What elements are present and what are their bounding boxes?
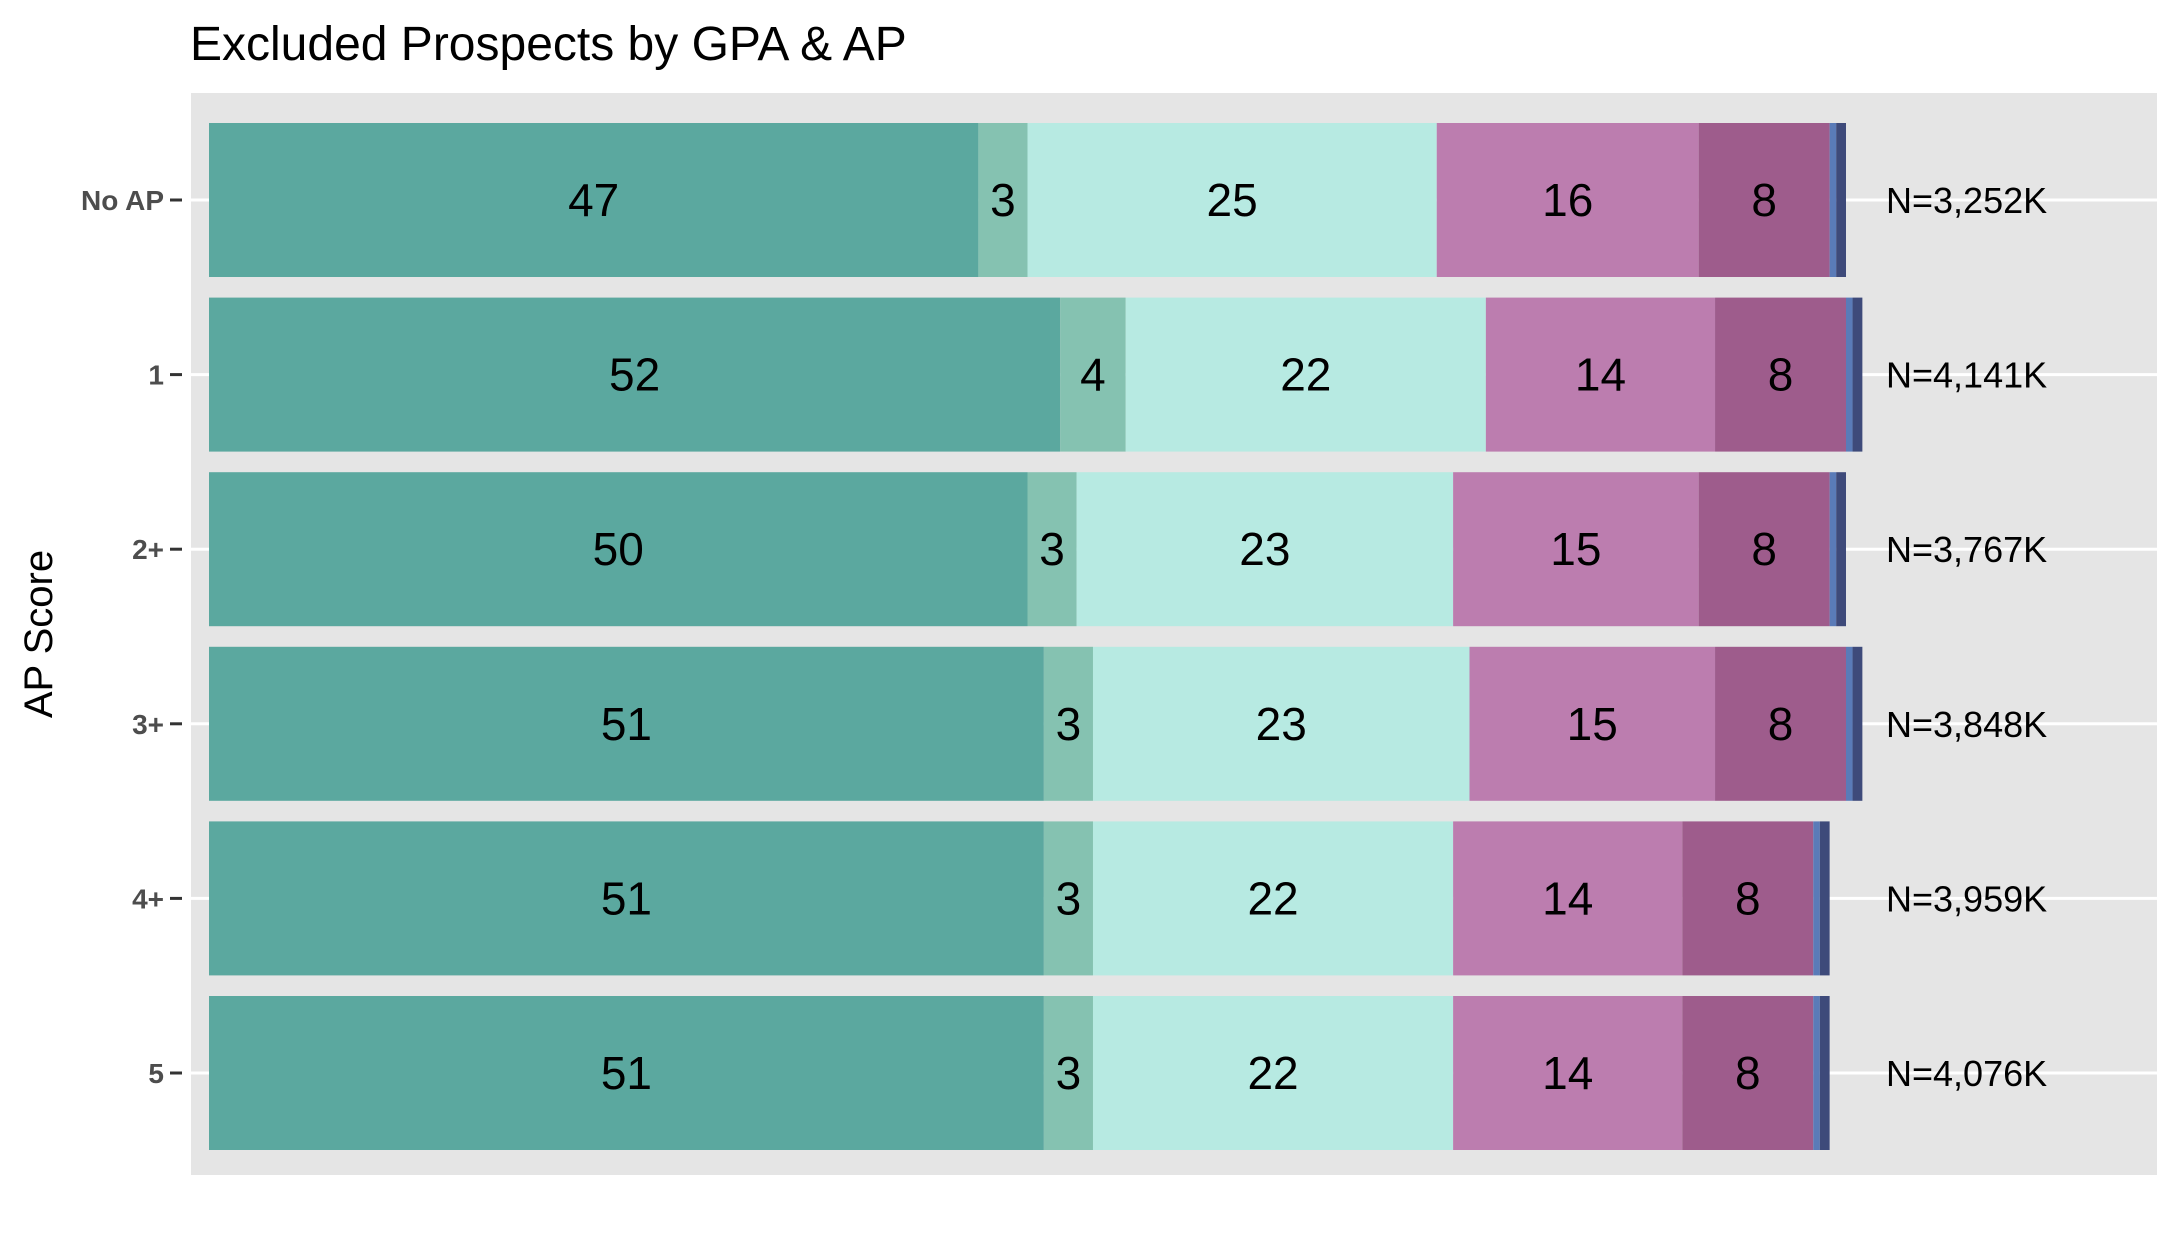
bar-segment: [1436, 123, 1699, 277]
y-tick-label: 5: [148, 1058, 164, 1089]
bar-segment: [1092, 646, 1470, 801]
segment-value-label: 16: [1542, 174, 1593, 226]
segment-value-label: 8: [1735, 1047, 1761, 1099]
segment-labels: 47 3 25 16 8 52 4 22 14 8 50 3 23 15 8 51 3 23 15 8 51 3 22 14 8…: [568, 174, 1793, 1099]
bar-segment: [209, 472, 1028, 627]
segment-value-label: 15: [1567, 698, 1618, 750]
segment-value-label: 8: [1768, 698, 1794, 750]
bar-segment: [1698, 123, 1830, 277]
bar-segment: [209, 646, 1044, 801]
segment-value-label: 8: [1751, 174, 1777, 226]
segment-value-label: 50: [593, 523, 644, 575]
y-axis: No AP 1 2+ 3+ 4+ 5: [81, 185, 182, 1089]
segment-value-label: 51: [601, 698, 652, 750]
segment-value-label: 8: [1751, 523, 1777, 575]
bar-segment: [1092, 821, 1454, 976]
bar-segment: [1819, 996, 1830, 1150]
bar-segment: [1715, 646, 1846, 801]
segment-value-label: 22: [1280, 349, 1331, 401]
bar-segment: [209, 123, 979, 277]
bar-segment: [1682, 821, 1814, 976]
bar-segment: [1829, 123, 1837, 277]
bar-segment: [1846, 646, 1853, 801]
bar-segment: [1453, 472, 1699, 627]
segment-value-label: 3: [1056, 1047, 1082, 1099]
bar-segment: [1698, 472, 1830, 627]
bar-segment: [1043, 821, 1093, 976]
bar-segment: [978, 123, 1028, 277]
segment-value-label: 14: [1542, 872, 1593, 924]
bar-segment: [1852, 646, 1863, 801]
segment-value-label: 8: [1735, 872, 1761, 924]
bar-segment: [1846, 297, 1853, 452]
segment-value-label: 22: [1247, 872, 1298, 924]
bar-segment: [1125, 297, 1486, 452]
n-label: N=4,076K: [1886, 1053, 2047, 1094]
segment-value-label: 22: [1247, 1047, 1298, 1099]
bar-segment: [1485, 297, 1716, 452]
bar-segment: [1043, 996, 1093, 1150]
y-tick-label: 3+: [132, 709, 164, 740]
bar-segment: [1076, 472, 1454, 627]
n-label: N=3,848K: [1886, 704, 2047, 745]
bar-segment: [1027, 123, 1437, 277]
bar-segment: [1852, 297, 1863, 452]
segment-value-label: 14: [1575, 349, 1626, 401]
bar-segment: [209, 996, 1044, 1150]
segment-value-label: 3: [1039, 523, 1065, 575]
n-label: N=4,141K: [1886, 355, 2047, 396]
n-label: N=3,767K: [1886, 529, 2047, 570]
n-labels: N=3,252K N=4,141K N=3,767K N=3,848K N=3,959K…: [1886, 180, 2047, 1094]
segment-value-label: 3: [1056, 698, 1082, 750]
n-label: N=3,252K: [1886, 180, 2047, 221]
segment-value-label: 25: [1207, 174, 1258, 226]
segment-value-label: 23: [1256, 698, 1307, 750]
bar-segment: [209, 297, 1061, 452]
y-tick-label: 1: [148, 360, 164, 391]
bars: [209, 123, 1863, 1150]
bar-segment: [1469, 646, 1716, 801]
bar-segment: [1043, 646, 1093, 801]
segment-value-label: 4: [1080, 349, 1106, 401]
n-label: N=3,959K: [1886, 878, 2047, 919]
bar-segment: [1453, 821, 1683, 976]
y-axis-label: AP Score: [17, 550, 61, 718]
bar-segment: [1682, 996, 1814, 1150]
bar-segment: [1829, 472, 1837, 627]
y-tick-label: No AP: [81, 185, 164, 216]
bar-segment: [1836, 472, 1846, 627]
chart-title: Excluded Prospects by GPA & AP: [190, 18, 907, 71]
bar-segment: [1092, 996, 1454, 1150]
segment-value-label: 15: [1550, 523, 1601, 575]
bar-segment: [1819, 821, 1830, 976]
bar-segment: [1453, 996, 1683, 1150]
bar-segment: [1813, 996, 1820, 1150]
y-tick-label: 2+: [132, 534, 164, 565]
bar-segment: [209, 821, 1044, 976]
segment-value-label: 52: [609, 349, 660, 401]
segment-value-label: 51: [601, 1047, 652, 1099]
y-tick-label: 4+: [132, 883, 164, 914]
bar-segment: [1027, 472, 1077, 627]
segment-value-label: 3: [1056, 872, 1082, 924]
segment-value-label: 47: [568, 174, 619, 226]
segment-value-label: 23: [1239, 523, 1290, 575]
bar-segment: [1813, 821, 1820, 976]
bar-segment: [1715, 297, 1846, 452]
segment-value-label: 51: [601, 872, 652, 924]
segment-value-label: 14: [1542, 1047, 1593, 1099]
bar-segment: [1060, 297, 1126, 452]
bar-segment: [1836, 123, 1846, 277]
segment-value-label: 8: [1768, 349, 1794, 401]
segment-value-label: 3: [990, 174, 1016, 226]
